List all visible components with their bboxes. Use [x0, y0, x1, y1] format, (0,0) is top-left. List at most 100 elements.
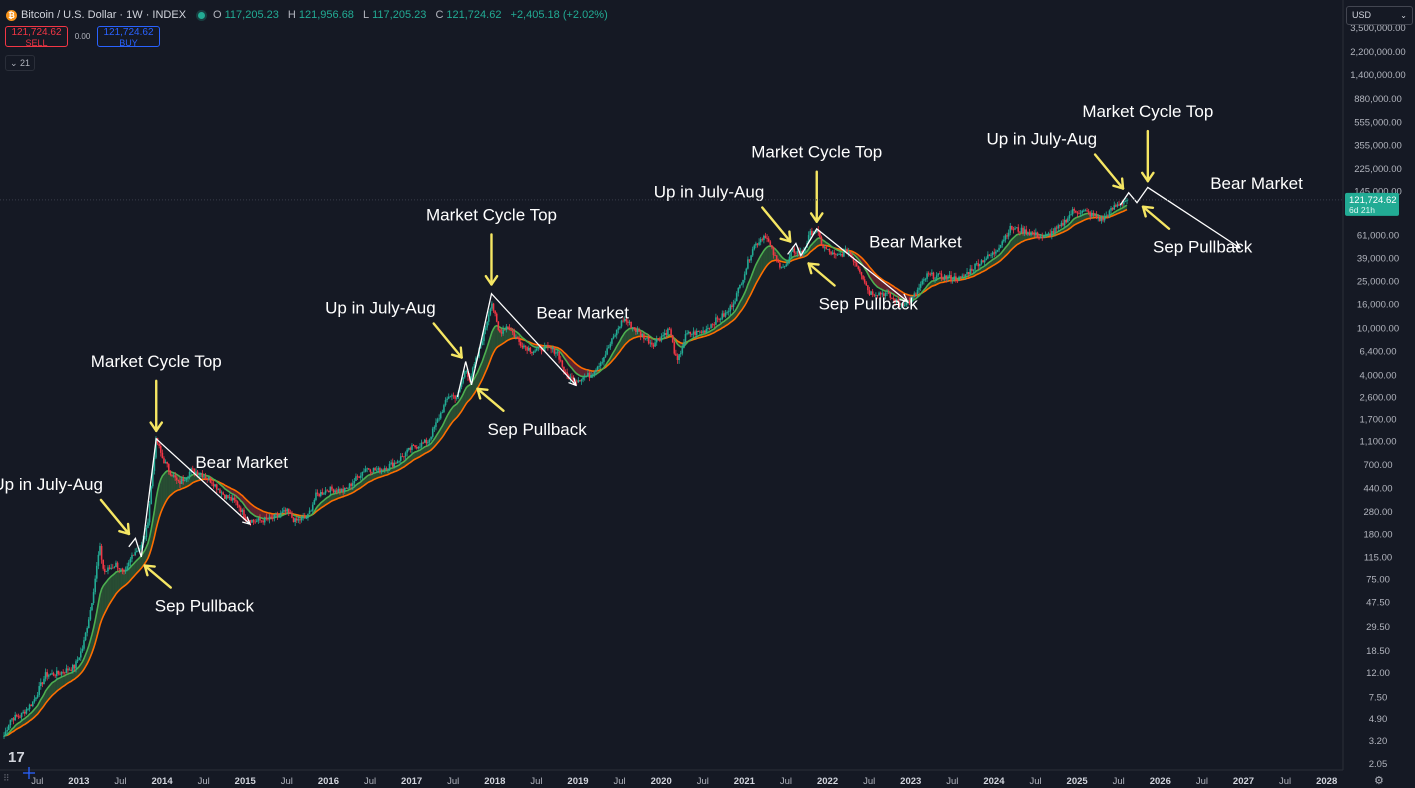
candle-body [1071, 209, 1074, 215]
candle-body [622, 320, 624, 322]
candle-body [105, 571, 108, 572]
candle-body [995, 251, 997, 254]
candle-body [369, 469, 372, 472]
cycle-top-arrow-head [490, 274, 499, 286]
candle-body [44, 672, 47, 679]
candle-body [665, 333, 668, 335]
time-tick-label: 2021 [734, 776, 756, 787]
ema-ribbon-segment [138, 557, 140, 572]
ema-ribbon-segment [1015, 234, 1017, 247]
july-aug-arrow-head [788, 230, 792, 243]
candle-body [971, 268, 973, 271]
candle-body [11, 718, 13, 720]
candle-body [57, 670, 60, 674]
candle-body [895, 299, 898, 303]
symbol-title[interactable]: Bitcoin / U.S. Dollar · 1W · INDEX [21, 9, 187, 21]
candle-body [1089, 212, 1092, 217]
candle-body [47, 675, 50, 677]
time-tick-label: Jul [946, 776, 958, 787]
time-tick-label: Jul [780, 776, 792, 787]
candle-body [20, 712, 23, 718]
time-axis[interactable]: Jul 2013 Jul 2014 Jul 2015 Jul 2016 Jul 2017 Jul 20… [31, 776, 1337, 787]
candle-body [1011, 225, 1013, 230]
price-tick-label: 12.00 [1366, 668, 1390, 679]
candle-body [316, 492, 319, 494]
candle-body [595, 369, 597, 373]
candle-body [564, 371, 567, 373]
candle-body [668, 328, 671, 330]
candle-body [447, 396, 450, 399]
buy-button[interactable]: 121,724.62 BUY [97, 26, 160, 48]
ema-ribbon-segment [490, 332, 492, 361]
candle-body [254, 521, 256, 523]
candle-body [905, 301, 908, 305]
candle-body [318, 493, 320, 497]
ema-ribbon-segment [488, 337, 491, 365]
candle-body [758, 242, 760, 245]
annotation-label: Market Cycle Top [91, 352, 222, 371]
price-axis[interactable]: 3,500,000.00 2,200,000.00 1,400,000.00 880,… [1350, 23, 1405, 770]
ema-ribbon-segment [191, 474, 193, 484]
candle-body [110, 567, 112, 569]
candle-body [839, 253, 842, 255]
candle-body [228, 497, 231, 498]
ema-ribbon-segment [485, 347, 488, 373]
candle-body [1039, 236, 1042, 239]
candle-body [139, 548, 141, 551]
candle-body [999, 245, 1002, 248]
price-tick-label: 880,000.00 [1354, 94, 1402, 105]
candle-body [619, 326, 621, 329]
candle-body [900, 303, 903, 306]
candle-body [6, 729, 8, 732]
ema-ribbon-segment [107, 577, 110, 607]
crosshair-icon[interactable] [22, 766, 36, 780]
candle-body [743, 274, 746, 280]
candle-body [884, 293, 887, 297]
drag-handle-icon[interactable]: ⠿ [3, 773, 10, 783]
candle-body [702, 330, 704, 333]
ema-ribbon-segment [168, 470, 171, 498]
candle-body [95, 565, 98, 579]
candle-body [43, 678, 45, 685]
candle-body [822, 244, 824, 248]
candle-body [1087, 211, 1090, 213]
gear-icon[interactable]: ⚙ [1374, 775, 1384, 787]
candle-body [215, 484, 218, 490]
currency-select[interactable]: USD ⌄ [1346, 6, 1413, 25]
ema-ribbon-segment [77, 666, 80, 677]
candle-body [531, 352, 533, 354]
candle-body [499, 329, 501, 333]
candle-body [1036, 232, 1039, 238]
ema-ribbon-segment [493, 326, 496, 353]
candle-body [102, 559, 104, 569]
candle-body [1022, 227, 1024, 234]
price-tick-label: 225,000.00 [1354, 164, 1402, 175]
candle-body [35, 697, 37, 700]
candle-body [985, 258, 988, 261]
projection-cycle-2021 [787, 227, 907, 301]
candle-body [604, 354, 607, 358]
candle-body [87, 619, 90, 629]
candle-body [275, 514, 277, 515]
ema-ribbon-segment [103, 583, 105, 617]
ema-ribbon-segment [447, 413, 449, 430]
candle-body [923, 279, 925, 281]
candle-body [1031, 232, 1034, 234]
sell-button[interactable]: 121,724.62 SELL [5, 26, 68, 48]
candle-body [59, 673, 61, 675]
candle-body [558, 351, 560, 360]
ema-ribbon-segment [415, 451, 417, 460]
candle-body [667, 328, 669, 335]
candle-body [116, 562, 119, 569]
candle-body [49, 674, 52, 676]
candle-body [1054, 227, 1056, 233]
candle-body [134, 552, 136, 556]
sep-pullback-arrow-head [1141, 205, 1147, 218]
ema-ribbon-segment [722, 321, 724, 328]
candle-body [598, 366, 600, 367]
ema-ribbon-segment [120, 570, 123, 589]
ema-ribbon-segment [117, 571, 120, 593]
indicators-toggle[interactable]: ⌄ 21 [5, 55, 36, 71]
candle-body [931, 272, 933, 275]
